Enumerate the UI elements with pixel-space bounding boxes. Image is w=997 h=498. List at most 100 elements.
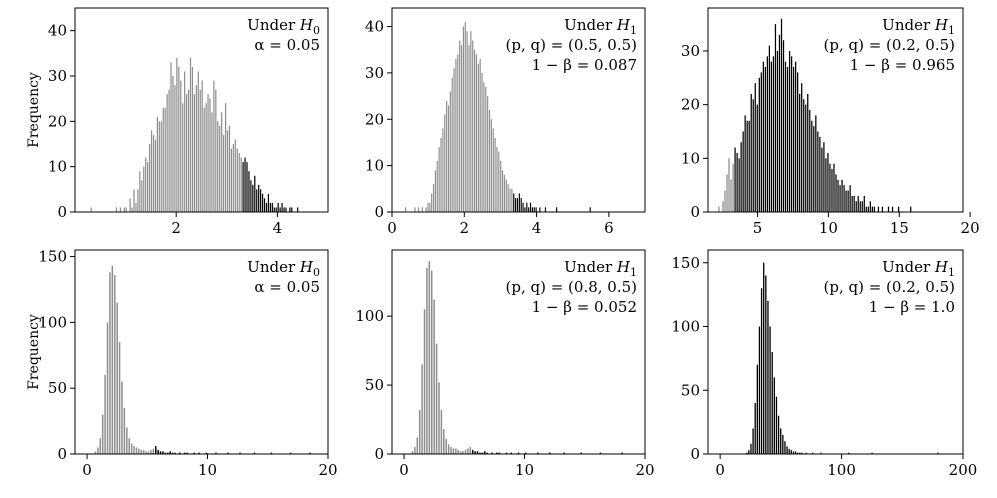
y-tick-label: 0 bbox=[690, 203, 700, 221]
histogram-bar bbox=[754, 83, 756, 212]
histogram-bar bbox=[481, 452, 484, 454]
histogram-bar bbox=[97, 447, 99, 454]
histogram-bar bbox=[479, 59, 481, 212]
x-tick-label: 4 bbox=[273, 219, 283, 237]
histogram-bar bbox=[937, 452, 939, 454]
histogram-bar bbox=[524, 207, 526, 212]
histogram-bar bbox=[271, 202, 273, 212]
histogram-bar bbox=[853, 195, 855, 212]
histogram-bar bbox=[474, 451, 476, 454]
histogram-bar bbox=[234, 139, 236, 212]
y-tick-label: 10 bbox=[48, 158, 67, 176]
histogram-bar bbox=[487, 96, 489, 212]
histogram-bar bbox=[270, 452, 273, 454]
histogram-bar bbox=[455, 59, 457, 212]
histogram-bar bbox=[445, 438, 447, 454]
histogram-bar bbox=[104, 375, 106, 454]
histogram-bar bbox=[261, 193, 264, 212]
histogram-bar bbox=[746, 452, 748, 454]
histogram-bar bbox=[784, 441, 786, 454]
histogram-bar bbox=[766, 56, 768, 212]
histogram-bar bbox=[170, 62, 172, 213]
histogram-bar bbox=[444, 114, 446, 212]
annotation-line-3: 1 − β = 0.965 bbox=[850, 56, 955, 74]
histogram-bar bbox=[871, 206, 873, 212]
histogram-bar bbox=[799, 93, 801, 212]
histogram-bar bbox=[841, 179, 843, 212]
annotation-line-2: (p, q) = (0.2, 0.5) bbox=[824, 36, 956, 54]
histogram-bar bbox=[475, 54, 478, 212]
histogram-bar bbox=[805, 104, 807, 212]
histogram-bar bbox=[788, 50, 791, 213]
histogram-bar bbox=[405, 207, 407, 212]
x-tick-label: 15 bbox=[890, 219, 909, 237]
histogram-bar bbox=[162, 451, 164, 454]
histogram-bar bbox=[186, 94, 188, 212]
histogram-bar bbox=[797, 452, 799, 454]
histogram-bar bbox=[115, 207, 118, 212]
axes-frame bbox=[74, 7, 329, 213]
histogram-bar bbox=[169, 451, 171, 454]
histogram-bar bbox=[754, 403, 756, 454]
histogram-bar bbox=[775, 396, 778, 455]
histogram-bar bbox=[851, 195, 853, 212]
histogram-bar bbox=[191, 66, 194, 213]
histogram-bar bbox=[472, 40, 474, 213]
axes-frame bbox=[74, 249, 329, 455]
histogram-bar bbox=[763, 262, 765, 454]
histogram-bar bbox=[464, 21, 466, 212]
histogram-bar bbox=[176, 57, 178, 213]
annotation-line-1: Under H1 bbox=[882, 258, 955, 279]
histogram-bar bbox=[869, 201, 871, 212]
histogram-bar bbox=[447, 444, 450, 454]
y-tick-label: 0 bbox=[374, 203, 384, 221]
histogram-bar bbox=[164, 452, 167, 454]
x-tick-label: 100 bbox=[827, 461, 856, 479]
histogram-bar bbox=[174, 85, 176, 212]
histogram-bar bbox=[857, 195, 859, 212]
histogram-bar bbox=[195, 85, 197, 212]
y-tick-label: 50 bbox=[681, 381, 700, 399]
annotation-line-3: 1 − β = 1.0 bbox=[869, 298, 955, 316]
histogram-bar bbox=[786, 67, 789, 212]
histogram-bar bbox=[768, 45, 771, 212]
histogram-bar bbox=[459, 40, 461, 213]
histogram-bar bbox=[815, 115, 817, 212]
histogram-bar bbox=[580, 452, 582, 454]
histogram-bar bbox=[226, 130, 229, 212]
histogram-bar bbox=[156, 116, 158, 212]
histogram-bar bbox=[135, 202, 137, 212]
histogram-bar bbox=[277, 202, 279, 212]
histogram-bar bbox=[133, 189, 135, 212]
histogram-bar bbox=[831, 169, 833, 212]
histogram-bar bbox=[418, 207, 420, 212]
histogram-bar bbox=[730, 179, 732, 212]
histogram-bar bbox=[99, 438, 102, 454]
histogram-bar bbox=[425, 207, 427, 212]
y-tick-label: 20 bbox=[365, 110, 384, 128]
histogram-bar bbox=[435, 343, 438, 454]
histogram-bar bbox=[111, 265, 114, 454]
histogram-bar bbox=[157, 450, 159, 454]
histogram-bar bbox=[476, 451, 479, 454]
histogram-bar bbox=[756, 364, 758, 454]
histogram-bar bbox=[843, 185, 845, 212]
histogram-bar bbox=[910, 206, 912, 212]
histogram-bar bbox=[470, 31, 472, 213]
y-tick-label: 10 bbox=[681, 149, 700, 167]
annotation-line-1: Under H1 bbox=[564, 258, 637, 279]
histogram-bar bbox=[773, 377, 775, 454]
histogram-bar bbox=[849, 185, 851, 212]
y-tick-label: 40 bbox=[48, 22, 67, 40]
histogram-bar bbox=[496, 452, 498, 454]
histogram-bar bbox=[784, 61, 787, 213]
histogram-bar bbox=[205, 452, 208, 454]
histogram-bar bbox=[450, 447, 452, 454]
histogram-bar bbox=[740, 142, 742, 212]
histogram-bar bbox=[726, 174, 728, 212]
histogram-bar bbox=[736, 152, 738, 212]
histogram-bar bbox=[792, 451, 795, 454]
histogram-bar bbox=[238, 153, 240, 212]
histogram-bar bbox=[133, 446, 135, 454]
